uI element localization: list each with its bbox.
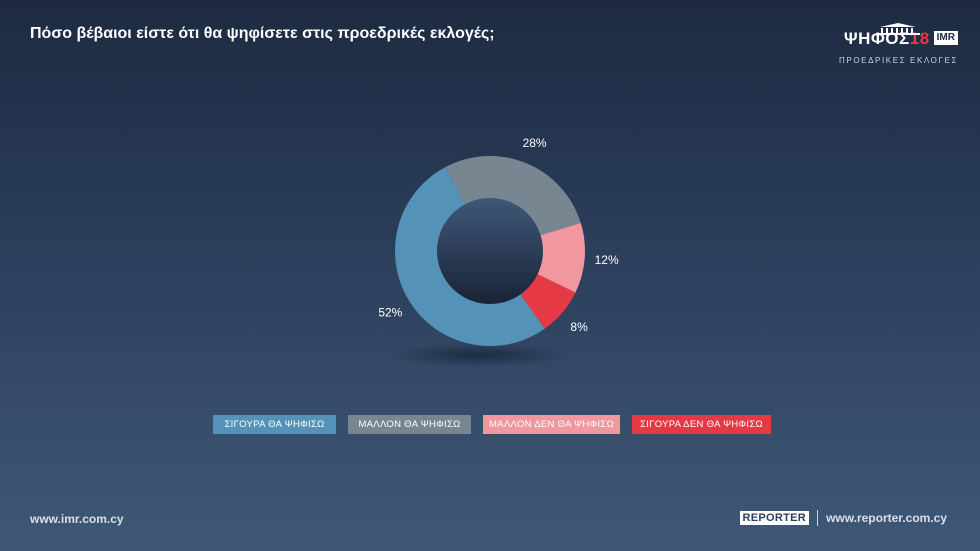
legend-item-3: ΜΑΛΛΟΝ ΔΕΝ ΘΑ ΨΗΦΙΣΩ [483,415,620,434]
chart-legend: ΣΙΓΟΥΡΑ ΘΑ ΨΗΦΙΣΩ ΜΑΛΛΟΝ ΘΑ ΨΗΦΙΣΩ ΜΑΛΛΟ… [213,415,783,434]
legend-item-1: ΣΙΓΟΥΡΑ ΘΑ ΨΗΦΙΣΩ [213,415,336,434]
footer-right: REPORTER www.reporter.com.cy [739,510,947,526]
donut-chart: 52% 28% 12% 8% [378,136,619,367]
slice-label-2: 28% [523,136,547,150]
footer-divider [817,510,819,526]
imr-website-link[interactable]: www.imr.com.cy [30,512,124,526]
chart-shadow [390,343,566,367]
chart-title: Πόσο βέβαιοι είστε ότι θα ψηφίσετε στις … [30,25,495,42]
chart-data-labels: 52% 28% 12% 8% [378,136,619,334]
legend-item-2: ΜΑΛΛΟΝ ΘΑ ΨΗΦΙΣΩ [348,415,471,434]
reporter-logo: REPORTER [739,511,810,525]
legend-item-4: ΣΙΓΟΥΡΑ ΔΕΝ ΘΑ ΨΗΦΙΣΩ [632,415,771,434]
reporter-website-link[interactable]: www.reporter.com.cy [826,511,947,525]
imr-badge: IMR [933,31,958,45]
parliament-building-icon [876,23,920,35]
slice-label-1: 52% [378,305,402,319]
donut-hole [437,198,543,304]
slice-label-4: 8% [570,320,588,334]
slice-label-3: 12% [595,253,619,267]
logo-subtitle: ΠΡΟΕΔΡΙΚΕΣ ΕΚΛΟΓΕΣ [839,56,958,65]
psifos18-logo: ΨΗΦΟΣ18 IMR ΠΡΟΕΔΡΙΚΕΣ ΕΚΛΟΓΕΣ [836,22,958,68]
